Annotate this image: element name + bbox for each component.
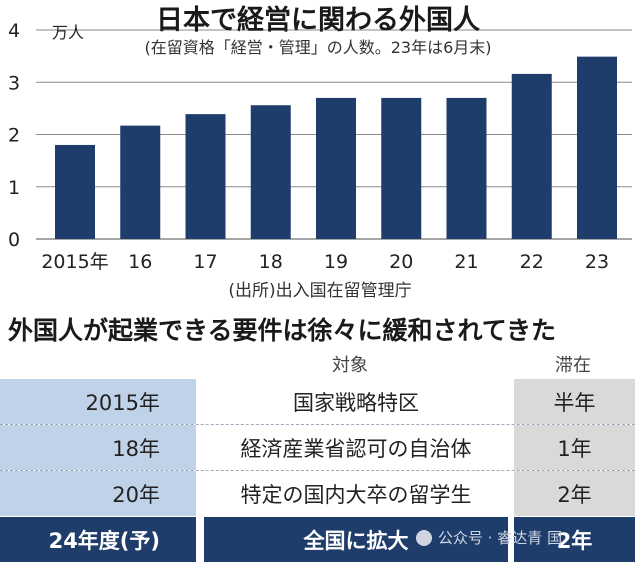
target-cell: 国家戦略特区 — [204, 379, 508, 424]
y-tick-label: 0 — [8, 229, 20, 251]
x-tick-label: 22 — [520, 251, 544, 273]
requirements-title: 外国人が起業できる要件は徐々に緩和されてきた — [8, 316, 557, 345]
bar — [577, 56, 617, 240]
y-axis-unit: 万人 — [52, 23, 84, 42]
target-cell: 経済産業省認可の自治体 — [204, 425, 508, 470]
bar — [511, 73, 552, 239]
y-tick-label: 2 — [8, 125, 20, 147]
bar — [381, 97, 422, 239]
x-tick-label: 16 — [128, 251, 152, 273]
year-cell: 2015年 — [0, 379, 196, 424]
row-divider — [0, 470, 635, 471]
x-tick-label: 18 — [259, 251, 283, 273]
row-divider — [0, 424, 635, 425]
chart-subtitle: (在留資格「経営・管理」の人数。23年は6月末) — [144, 38, 491, 57]
bar — [120, 125, 161, 239]
bar — [55, 144, 95, 239]
stay-cell: 半年 — [514, 379, 635, 424]
y-axis-ticks: 0 1 2 3 4 — [8, 20, 20, 251]
y-tick-label: 1 — [8, 177, 20, 199]
table-row-highlight: 24年度(予) 全国に拡大 2年 — [0, 517, 635, 562]
year-cell: 20年 — [0, 471, 196, 516]
column-header-target: 対象 — [332, 355, 368, 376]
x-tick-label: 21 — [454, 251, 478, 273]
bar — [250, 105, 291, 240]
stay-cell: 2年 — [514, 517, 635, 562]
wechat-icon — [416, 529, 432, 546]
x-tick-label: 20 — [389, 251, 413, 273]
watermark-text: 公众号 · 睿达青 国 — [438, 529, 563, 547]
x-tick-label: 19 — [324, 251, 348, 273]
bars — [55, 56, 617, 240]
watermark: 公众号 · 睿达青 国 — [416, 527, 562, 548]
table-row: 18年 経済産業省認可の自治体 1年 — [0, 425, 635, 470]
requirements-table: 2015年 国家戦略特区 半年 18年 経済産業省認可の自治体 1年 20年 特… — [0, 379, 635, 562]
x-tick-label: 17 — [193, 251, 217, 273]
stay-cell: 1年 — [514, 425, 635, 470]
target-cell: 特定の国内大卒の留学生 — [204, 471, 508, 516]
bar — [446, 97, 487, 239]
table-row: 20年 特定の国内大卒の留学生 2年 — [0, 471, 635, 516]
chart-source: (出所)出入国在留管理庁 — [228, 281, 411, 300]
stay-cell: 2年 — [514, 471, 635, 516]
bar — [316, 97, 356, 239]
column-header-stay: 滞在 — [555, 355, 591, 376]
x-tick-label: 2015年 — [41, 251, 108, 273]
year-cell: 24年度(予) — [0, 517, 196, 562]
bar — [185, 114, 226, 239]
y-tick-label: 4 — [8, 20, 20, 42]
target-cell: 全国に拡大 — [204, 517, 508, 562]
y-tick-label: 3 — [8, 72, 20, 94]
table-row: 2015年 国家戦略特区 半年 — [0, 379, 635, 424]
x-axis-ticks: 2015年 16 17 18 19 20 21 22 23 — [41, 251, 609, 273]
year-cell: 18年 — [0, 425, 196, 470]
x-tick-label: 23 — [585, 251, 609, 273]
chart-title: 日本で経営に関わる外国人 — [156, 4, 480, 36]
